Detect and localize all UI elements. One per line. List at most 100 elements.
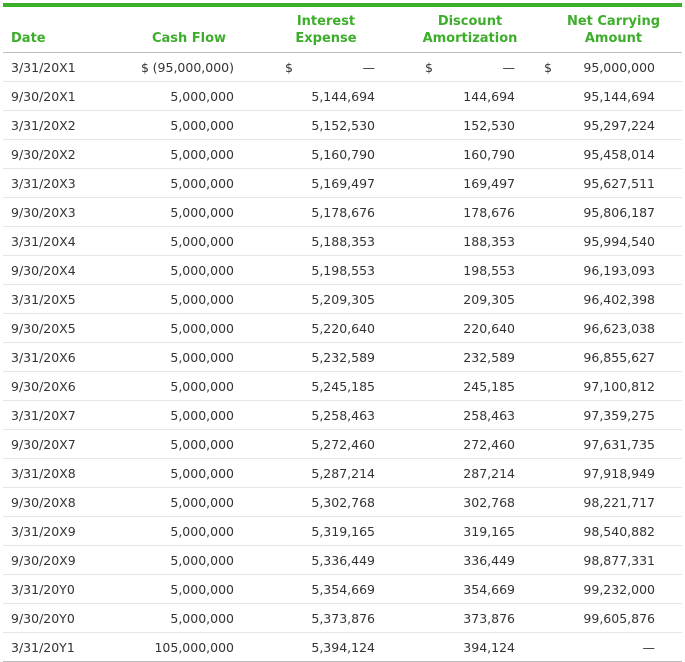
cell-date: 3/31/20X5	[3, 284, 115, 314]
cell-interest-expense: $ —	[245, 52, 385, 82]
header-net-line1: Net Carrying	[566, 14, 661, 29]
cell-cash-flow: 5,000,000	[115, 255, 245, 285]
cell-interest-expense: 5,354,669	[245, 574, 385, 604]
cell-date: 9/30/20Y0	[3, 603, 115, 633]
cell-cash-flow: 5,000,000	[115, 139, 245, 169]
cell-discount-amortization: 209,305	[385, 284, 525, 314]
header-discount-line2: Amortization	[422, 31, 518, 46]
table-row: 9/30/20Y0 5,000,000 5,373,876 373,876 99,605…	[3, 603, 682, 633]
cell-net-carrying-amount: 98,540,882	[525, 516, 682, 546]
cell-net-carrying-amount: 99,232,000	[525, 574, 682, 604]
cell-discount-amortization: 188,353	[385, 226, 525, 256]
cell-net-carrying-amount: 97,918,949	[525, 458, 682, 488]
cell-date: 9/30/20X2	[3, 139, 115, 169]
discount-amortization-value: —	[502, 59, 516, 75]
cell-discount-amortization: 394,124	[385, 632, 525, 662]
cell-date: 3/31/20X7	[3, 400, 115, 430]
cell-cash-flow: 5,000,000	[115, 226, 245, 256]
cell-net-carrying-amount: 98,221,717	[525, 487, 682, 517]
table-top-accent-bar	[3, 3, 682, 7]
cell-date: 9/30/20X6	[3, 371, 115, 401]
cell-discount-amortization: 178,676	[385, 197, 525, 227]
cell-discount-amortization: 319,165	[385, 516, 525, 546]
cell-interest-expense: 5,198,553	[245, 255, 385, 285]
cell-interest-expense: 5,160,790	[245, 139, 385, 169]
cell-cash-flow: 5,000,000	[115, 574, 245, 604]
cell-discount-amortization: 287,214	[385, 458, 525, 488]
cell-cash-flow: 5,000,000	[115, 284, 245, 314]
header-date: Date	[3, 7, 115, 53]
cell-interest-expense: 5,245,185	[245, 371, 385, 401]
cell-net-carrying-amount: 95,297,224	[525, 110, 682, 140]
header-cash-flow: Cash Flow	[115, 7, 245, 53]
cell-cash-flow: 5,000,000	[115, 81, 245, 111]
cell-date: 9/30/20X1	[3, 81, 115, 111]
table-row: 3/31/20Y0 5,000,000 5,354,669 354,669 99,232…	[3, 574, 682, 604]
cell-net-carrying-amount: 97,359,275	[525, 400, 682, 430]
cell-interest-expense: 5,336,449	[245, 545, 385, 575]
cell-interest-expense: 5,209,305	[245, 284, 385, 314]
cell-date: 9/30/20X4	[3, 255, 115, 285]
cell-net-carrying-amount: 98,877,331	[525, 545, 682, 575]
cell-interest-expense: 5,287,214	[245, 458, 385, 488]
cell-cash-flow: $ (95,000,000)	[115, 52, 245, 82]
currency-symbol: $	[141, 59, 149, 75]
cell-interest-expense: 5,319,165	[245, 516, 385, 546]
cell-interest-expense: 5,152,530	[245, 110, 385, 140]
table-row: 9/30/20X1 5,000,000 5,144,694 144,694 95,144…	[3, 81, 682, 111]
header-discount-amortization: Discount Amortization	[385, 7, 525, 53]
table-row: 3/31/20Y1 105,000,000 5,394,124 394,124—	[3, 632, 682, 662]
cell-net-carrying-amount: 96,402,398	[525, 284, 682, 314]
table-row: 3/31/20X9 5,000,000 5,319,165 319,165 98,540…	[3, 516, 682, 546]
cell-discount-amortization: 373,876	[385, 603, 525, 633]
cell-date: 3/31/20X4	[3, 226, 115, 256]
cell-date: 3/31/20X3	[3, 168, 115, 198]
cell-cash-flow: 5,000,000	[115, 516, 245, 546]
cell-discount-amortization: 354,669	[385, 574, 525, 604]
cell-discount-amortization: 245,185	[385, 371, 525, 401]
amortization-table-container: Date Cash Flow Interest Expense Discount…	[3, 3, 682, 662]
cell-net-carrying-amount: 97,631,735	[525, 429, 682, 459]
table-row: 3/31/20X5 5,000,000 5,209,305 209,305 96,402…	[3, 284, 682, 314]
cell-net-carrying-amount: 99,605,876	[525, 603, 682, 633]
header-row: Date Cash Flow Interest Expense Discount…	[3, 7, 682, 53]
table-row: 3/31/20X3 5,000,000 5,169,497 169,497 95,627…	[3, 168, 682, 198]
header-discount-line1: Discount	[437, 14, 503, 29]
cell-interest-expense: 5,144,694	[245, 81, 385, 111]
header-interest-expense: Interest Expense	[245, 7, 385, 53]
cell-discount-amortization: 258,463	[385, 400, 525, 430]
cell-discount-amortization: 152,530	[385, 110, 525, 140]
cell-discount-amortization: 169,497	[385, 168, 525, 198]
cell-interest-expense: 5,272,460	[245, 429, 385, 459]
cash-flow-value: (95,000,000)	[152, 59, 234, 75]
cell-cash-flow: 5,000,000	[115, 429, 245, 459]
cell-cash-flow: 5,000,000	[115, 313, 245, 343]
currency-symbol: $	[285, 59, 293, 75]
table-row: 3/31/20X2 5,000,000 5,152,530 152,530 95,297…	[3, 110, 682, 140]
cell-cash-flow: 5,000,000	[115, 545, 245, 575]
cell-cash-flow: 5,000,000	[115, 110, 245, 140]
header-net-carrying-amount: Net Carrying Amount	[525, 7, 682, 53]
cell-date: 9/30/20X9	[3, 545, 115, 575]
table-row: 9/30/20X4 5,000,000 5,198,553 198,553 96,193…	[3, 255, 682, 285]
cell-interest-expense: 5,178,676	[245, 197, 385, 227]
cell-discount-amortization: 160,790	[385, 139, 525, 169]
cell-interest-expense: 5,373,876	[245, 603, 385, 633]
cell-net-carrying-amount: 96,623,038	[525, 313, 682, 343]
currency-symbol: $	[425, 59, 433, 75]
table-header: Date Cash Flow Interest Expense Discount…	[3, 7, 682, 53]
cell-net-carrying-amount: 97,100,812	[525, 371, 682, 401]
cell-cash-flow: 5,000,000	[115, 458, 245, 488]
table-row: 3/31/20X4 5,000,000 5,188,353 188,353 95,994…	[3, 226, 682, 256]
cell-date: 9/30/20X8	[3, 487, 115, 517]
cell-interest-expense: 5,302,768	[245, 487, 385, 517]
cell-discount-amortization: 272,460	[385, 429, 525, 459]
cell-cash-flow: 5,000,000	[115, 487, 245, 517]
cell-net-carrying-amount: $ 95,000,000	[525, 52, 682, 82]
table-row: 9/30/20X5 5,000,000 5,220,640 220,640 96,623…	[3, 313, 682, 343]
cell-date: 3/31/20Y0	[3, 574, 115, 604]
cell-net-carrying-amount: 95,994,540	[525, 226, 682, 256]
cell-interest-expense: 5,258,463	[245, 400, 385, 430]
cell-date: 3/31/20X6	[3, 342, 115, 372]
table-row: 9/30/20X6 5,000,000 5,245,185 245,185 97,100…	[3, 371, 682, 401]
